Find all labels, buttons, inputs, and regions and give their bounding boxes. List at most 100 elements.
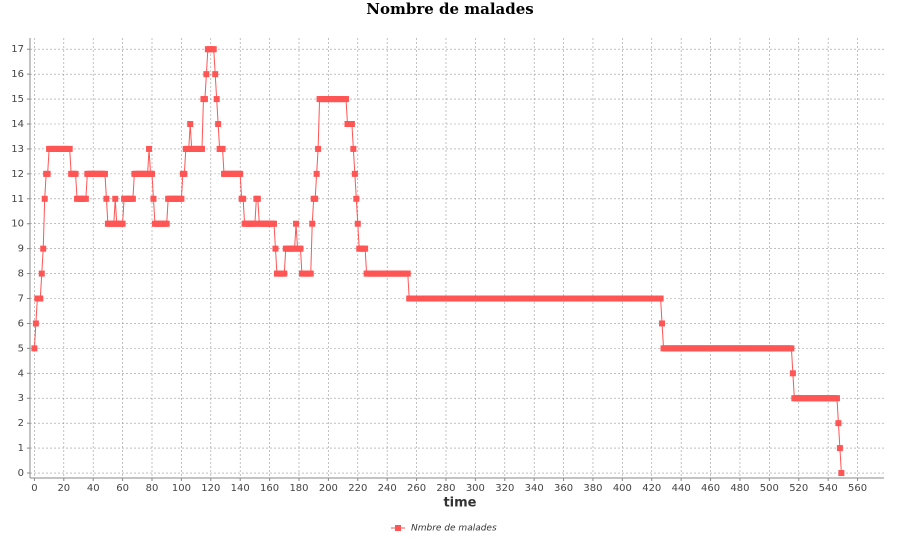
x-tick-label: 560 [848, 483, 867, 494]
x-tick-label: 120 [201, 483, 220, 494]
data-point [44, 170, 51, 177]
x-tick-label: 20 [57, 483, 70, 494]
x-tick-label: 520 [789, 483, 808, 494]
data-point [404, 270, 411, 277]
x-tick-label: 280 [436, 483, 455, 494]
data-point [149, 170, 155, 177]
x-tick-label: 340 [525, 483, 544, 494]
data-point [353, 195, 360, 202]
y-tick-label: 17 [11, 44, 24, 55]
x-tick-label: 0 [31, 483, 37, 494]
y-tick-label: 9 [18, 244, 24, 255]
data-point [210, 46, 217, 53]
x-tick-label: 300 [466, 483, 485, 494]
data-point [150, 195, 157, 202]
data-point [119, 220, 126, 227]
data-point [112, 195, 119, 202]
data-point [82, 195, 89, 202]
legend-label: Nmbre de malades [411, 524, 497, 534]
data-point [788, 345, 795, 352]
y-tick-label: 4 [18, 368, 24, 379]
data-point [354, 220, 361, 227]
data-point [835, 420, 842, 427]
data-point [789, 370, 796, 377]
y-tick-label: 10 [11, 219, 24, 230]
data-point [254, 195, 261, 202]
data-point [203, 71, 210, 78]
x-tick-label: 440 [672, 483, 691, 494]
data-point [838, 470, 845, 477]
x-tick-label: 60 [116, 483, 129, 494]
data-point [187, 121, 194, 128]
y-tick-label: 8 [18, 269, 24, 280]
data-point [219, 145, 226, 152]
x-tick-label: 460 [701, 483, 720, 494]
y-tick-label: 5 [18, 343, 24, 354]
x-tick-label: 380 [583, 483, 602, 494]
data-point [215, 121, 222, 128]
data-point [146, 145, 153, 152]
y-tick-label: 2 [18, 418, 24, 429]
y-tick-label: 11 [11, 194, 24, 205]
data-point [659, 320, 666, 327]
data-point [350, 145, 357, 152]
y-tick-label: 12 [11, 169, 24, 180]
data-point [237, 170, 244, 177]
data-point [101, 170, 108, 177]
data-point [351, 170, 358, 177]
data-point [281, 270, 288, 277]
data-point [272, 245, 279, 252]
data-point [343, 96, 350, 103]
y-tick-label: 16 [11, 69, 24, 80]
x-tick-label: 220 [348, 483, 367, 494]
x-tick-label: 160 [260, 483, 279, 494]
data-point [163, 220, 170, 227]
x-tick-label: 80 [146, 483, 159, 494]
data-point [213, 96, 220, 103]
y-tick-label: 15 [11, 94, 24, 105]
x-tick-label: 260 [407, 483, 426, 494]
y-tick-label: 1 [18, 443, 24, 454]
data-point [271, 220, 277, 227]
data-point [181, 170, 188, 177]
x-axis-label: time [443, 496, 476, 511]
data-point [103, 195, 110, 202]
x-tick-label: 420 [642, 483, 661, 494]
data-point [72, 170, 79, 177]
y-tick-label: 0 [18, 468, 24, 479]
data-point [293, 220, 300, 227]
data-point [362, 245, 369, 252]
x-tick-label: 360 [554, 483, 573, 494]
data-point [129, 195, 136, 202]
data-point [66, 145, 73, 152]
y-tick-label: 7 [18, 294, 24, 305]
data-point [309, 220, 316, 227]
data-point [312, 195, 319, 202]
data-point [37, 295, 44, 302]
chart-title: Nombre de malades [366, 0, 533, 18]
data-point [178, 195, 185, 202]
data-point [40, 245, 47, 252]
x-tick-label: 240 [378, 483, 397, 494]
y-tick-label: 14 [11, 119, 24, 130]
legend-marker [395, 525, 401, 531]
y-tick-label: 6 [18, 318, 24, 329]
y-tick-label: 13 [11, 144, 24, 155]
data-point [833, 395, 840, 402]
x-tick-label: 400 [613, 483, 632, 494]
plot-area [30, 38, 884, 478]
data-point [251, 220, 258, 227]
x-tick-label: 100 [172, 483, 191, 494]
y-tick-label: 3 [18, 393, 24, 404]
x-tick-label: 180 [289, 483, 308, 494]
x-tick-label: 320 [495, 483, 514, 494]
data-point [240, 195, 247, 202]
x-tick-label: 500 [760, 483, 779, 494]
x-tick-label: 40 [87, 483, 100, 494]
x-tick-label: 200 [319, 483, 338, 494]
data-point [38, 270, 45, 277]
data-point [315, 145, 322, 152]
data-point [307, 270, 314, 277]
data-point [297, 245, 304, 252]
